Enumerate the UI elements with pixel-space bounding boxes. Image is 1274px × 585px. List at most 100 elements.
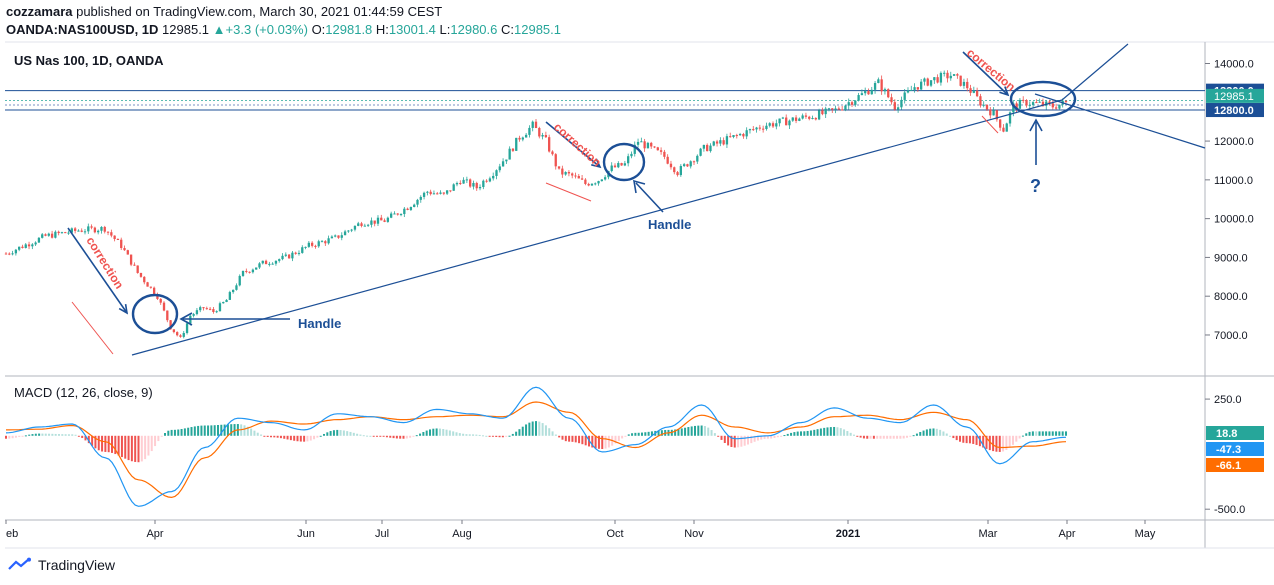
macd-histogram-bar: [130, 435, 133, 462]
macd-histogram-bar: [498, 435, 501, 438]
candle-body: [179, 335, 182, 337]
candle-body: [399, 214, 403, 216]
candle-body: [478, 187, 482, 189]
macd-histogram-bar: [952, 435, 955, 439]
candle-body: [231, 289, 235, 293]
macd-histogram-bar: [574, 435, 577, 443]
macd-histogram-bar: [1002, 435, 1005, 452]
macd-histogram-bar: [859, 435, 862, 438]
candle-body: [827, 108, 831, 110]
candle-body: [771, 123, 775, 127]
time-tick-label: May: [1135, 528, 1156, 540]
candle-body: [307, 242, 311, 247]
rising-trendline: [131, 99, 1063, 356]
macd-histogram-bar: [945, 433, 948, 436]
macd-histogram-bar: [644, 432, 647, 436]
candle-body: [301, 247, 304, 253]
macd-histogram-bar: [1055, 431, 1058, 436]
macd-histogram-bar: [965, 435, 968, 444]
candle-body: [524, 134, 528, 138]
macd-histogram-bar: [372, 435, 375, 437]
handle-arrow: [635, 182, 664, 213]
macd-histogram-bar: [568, 435, 571, 442]
candle-body: [1058, 104, 1061, 109]
candle-body: [129, 254, 133, 265]
candle-body: [261, 260, 264, 264]
macd-histogram-bar: [902, 435, 905, 439]
macd-histogram-bar: [929, 428, 932, 436]
macd-histogram-bar: [197, 425, 200, 436]
macd-histogram-bar: [1018, 435, 1021, 439]
candle-body: [659, 150, 663, 152]
macd-histogram-bar: [892, 435, 895, 439]
price-label-text: 12800.0: [1214, 105, 1254, 117]
macd-histogram-bar: [379, 435, 382, 437]
macd-histogram-bar: [528, 422, 531, 436]
macd-histogram-bar: [597, 435, 600, 449]
candle-body: [890, 97, 893, 103]
candle-body: [719, 140, 722, 144]
macd-histogram-bar: [432, 428, 435, 436]
macd-histogram-bar: [346, 431, 349, 436]
candle-body: [643, 141, 646, 149]
macd-histogram-bar: [896, 435, 899, 439]
candle-body: [979, 96, 982, 106]
macd-histogram-bar: [243, 425, 246, 436]
macd-histogram-bar: [392, 435, 395, 439]
macd-histogram-bar: [511, 433, 514, 436]
candle-body: [557, 166, 561, 169]
macd-histogram-bar: [564, 435, 567, 442]
candle-body: [692, 161, 696, 163]
price-tick-label: 11000.0: [1214, 175, 1253, 187]
macd-histogram-bar: [975, 435, 978, 445]
macd-histogram-bar: [468, 434, 471, 436]
macd-histogram-bar: [18, 435, 21, 437]
candle-body: [864, 91, 867, 94]
macd-histogram-bar: [783, 435, 786, 437]
author-name[interactable]: cozzamara: [6, 4, 73, 19]
macd-value-box: [1206, 426, 1264, 440]
candle-body: [702, 144, 706, 149]
candle-body: [715, 141, 719, 144]
macd-histogram-bar: [147, 435, 150, 456]
macd-histogram-bar: [869, 435, 872, 439]
macd-histogram-bar: [293, 435, 296, 441]
candle-body: [396, 213, 399, 215]
candle-body: [814, 118, 817, 120]
macd-histogram-bar: [720, 435, 723, 440]
macd-histogram-bar: [329, 431, 332, 436]
macd-histogram-bar: [31, 434, 34, 436]
macd-histogram-bar: [641, 432, 643, 436]
candle-body: [166, 310, 169, 321]
candle-body: [413, 204, 416, 207]
macd-value-box: [1206, 458, 1264, 472]
macd-histogram-bar: [326, 432, 329, 436]
macd-histogram-bar: [614, 435, 617, 444]
price-tick-label: 10000.0: [1214, 214, 1254, 226]
macd-histogram-bar: [465, 434, 468, 436]
candle-body: [357, 223, 360, 226]
candle-body: [742, 134, 745, 137]
macd-histogram-bar: [64, 434, 67, 436]
macd-value-box: [1206, 442, 1264, 456]
candle-body: [225, 299, 228, 303]
open-value: 12981.8: [325, 22, 373, 37]
footer-brand-label: TradingView: [38, 557, 116, 573]
candle-body: [883, 89, 887, 92]
candle-body: [146, 282, 149, 287]
candle-body: [149, 286, 152, 288]
handle-circle: [1009, 80, 1077, 118]
candle-body: [324, 241, 327, 244]
candle-body: [778, 118, 781, 124]
macd-histogram-bar: [270, 435, 272, 438]
candle-body: [294, 252, 297, 254]
footer-brand[interactable]: TradingView: [8, 557, 115, 573]
macd-histogram-bar: [266, 435, 269, 437]
macd-histogram-bar: [104, 435, 107, 452]
macd-histogram-bar: [273, 435, 276, 438]
candle-body: [44, 234, 47, 236]
macd-histogram-bar: [796, 431, 799, 436]
candle-body: [959, 75, 962, 86]
candle-body: [18, 246, 21, 250]
